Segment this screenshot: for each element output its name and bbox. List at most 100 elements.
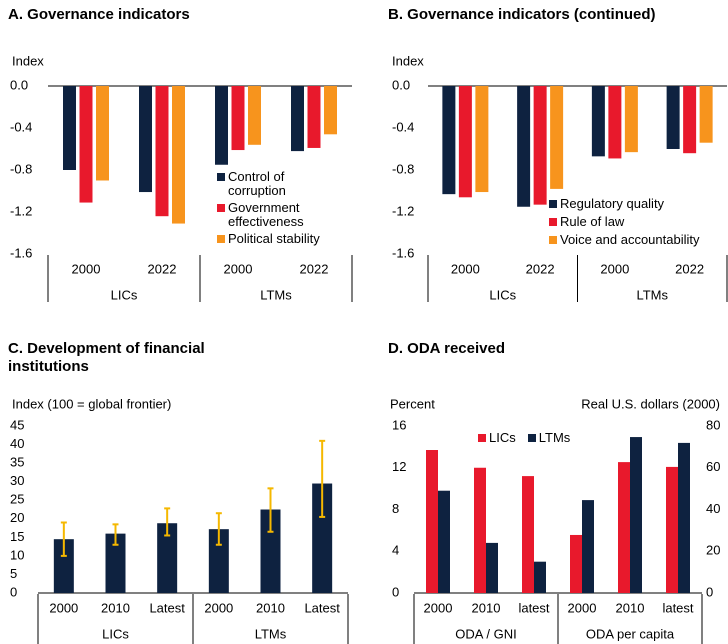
bar xyxy=(307,86,321,148)
legend: Regulatory quality Rule of law Voice and a… xyxy=(549,197,728,247)
y-tick-label: -0.4 xyxy=(392,119,414,134)
y-tick-label: 12 xyxy=(392,459,406,474)
bar xyxy=(442,86,456,195)
y-axis-label: Index xyxy=(392,53,424,68)
chart-title: D. ODA received xyxy=(388,340,505,357)
bar xyxy=(458,86,472,198)
bar xyxy=(618,462,630,593)
y-tick-label: 4 xyxy=(392,543,399,558)
y-tick-label: 5 xyxy=(10,566,17,581)
bar xyxy=(486,542,498,593)
legend-swatch xyxy=(549,218,557,226)
legend-swatch xyxy=(549,200,557,208)
group-label: LICs xyxy=(111,287,138,302)
x-tick-label: 2022 xyxy=(526,261,555,276)
x-tick-label: 2000 xyxy=(204,600,233,615)
y-tick-label: 40 xyxy=(10,436,24,451)
y-tick-label: -1.6 xyxy=(10,245,32,260)
legend-label: Rule of law xyxy=(560,214,625,229)
y-tick-label: 35 xyxy=(10,455,24,470)
bar xyxy=(438,490,450,593)
legend: LICs LTMs xyxy=(478,431,570,445)
bar xyxy=(79,86,93,203)
bar xyxy=(105,533,126,593)
x-tick-label: 2000 xyxy=(424,600,453,615)
x-tick-label: Latest xyxy=(149,600,185,615)
bar xyxy=(215,86,228,165)
legend-item: Rule of law xyxy=(549,215,728,229)
x-tick-label: 2000 xyxy=(568,600,597,615)
y-tick-label: 0 xyxy=(706,584,713,599)
x-tick-label: Latest xyxy=(304,600,340,615)
y-tick-label: 0 xyxy=(392,584,399,599)
bar xyxy=(683,86,697,154)
group-label: LICs xyxy=(102,626,129,641)
bar xyxy=(231,86,245,151)
y-tick-label: 8 xyxy=(392,501,399,516)
x-tick-label: 2022 xyxy=(148,261,177,276)
group-label: LTMs xyxy=(636,287,668,302)
legend-swatch xyxy=(478,434,486,442)
group-label: LTMs xyxy=(260,287,292,302)
bar xyxy=(63,86,76,170)
bar xyxy=(155,86,169,217)
bar xyxy=(426,450,438,593)
y-tick-label: 30 xyxy=(10,473,24,488)
legend-label: Political stability xyxy=(228,231,320,246)
y-tick-label: 0.0 xyxy=(10,77,28,92)
bar xyxy=(172,86,185,224)
bar xyxy=(517,86,531,207)
y-tick-label: -1.2 xyxy=(392,203,414,218)
bar xyxy=(699,86,713,143)
group-label: ODA / GNI xyxy=(455,626,516,641)
y-tick-label: 0.0 xyxy=(392,77,410,92)
y-tick-label: 10 xyxy=(10,547,24,562)
x-tick-label: 2010 xyxy=(256,600,285,615)
bar xyxy=(678,442,690,593)
legend: Control of corruption Government effectiv… xyxy=(217,170,342,246)
legend-label: LTMs xyxy=(538,430,571,445)
x-tick-label: 2000 xyxy=(600,261,629,276)
bar xyxy=(324,86,337,135)
bar xyxy=(570,534,582,593)
legend-item: Political stability xyxy=(217,232,342,246)
bar xyxy=(157,523,178,593)
group-label: LICs xyxy=(489,287,516,302)
bar xyxy=(550,86,564,189)
bar xyxy=(591,86,605,157)
y-tick-label: 25 xyxy=(10,492,24,507)
legend-swatch xyxy=(527,434,536,442)
bar xyxy=(608,86,622,159)
y-tick-label: 40 xyxy=(706,501,720,516)
bar xyxy=(96,86,109,181)
x-tick-label: 2010 xyxy=(616,600,645,615)
y-tick-label: -0.8 xyxy=(10,161,32,176)
y-tick-label: 20 xyxy=(10,510,24,525)
x-tick-label: 2010 xyxy=(472,600,501,615)
legend-item: Voice and accountability xyxy=(549,233,728,247)
bar xyxy=(666,466,678,593)
bar xyxy=(474,467,486,593)
y-axis-label: Percent xyxy=(390,396,435,411)
legend-swatch xyxy=(549,236,557,244)
legend-label: Control of corruption xyxy=(228,169,286,198)
x-tick-label: latest xyxy=(662,600,693,615)
chart-title: A. Governance indicators xyxy=(8,6,190,23)
bar xyxy=(53,539,74,593)
x-tick-label: 2000 xyxy=(224,261,253,276)
legend-item: Regulatory quality xyxy=(549,197,728,211)
bar xyxy=(533,86,547,205)
bar xyxy=(260,509,281,593)
y-tick-label: 16 xyxy=(392,417,406,432)
y-axis-label: Index xyxy=(12,53,44,68)
legend-item: Government effectiveness xyxy=(217,201,342,229)
y-tick-label: -1.2 xyxy=(10,203,32,218)
bar xyxy=(312,483,333,593)
y-tick-label: 60 xyxy=(706,459,720,474)
x-tick-label: 2000 xyxy=(72,261,101,276)
bar xyxy=(475,86,489,193)
legend-swatch xyxy=(217,173,225,181)
x-tick-label: 2000 xyxy=(49,600,78,615)
x-tick-label: latest xyxy=(518,600,549,615)
